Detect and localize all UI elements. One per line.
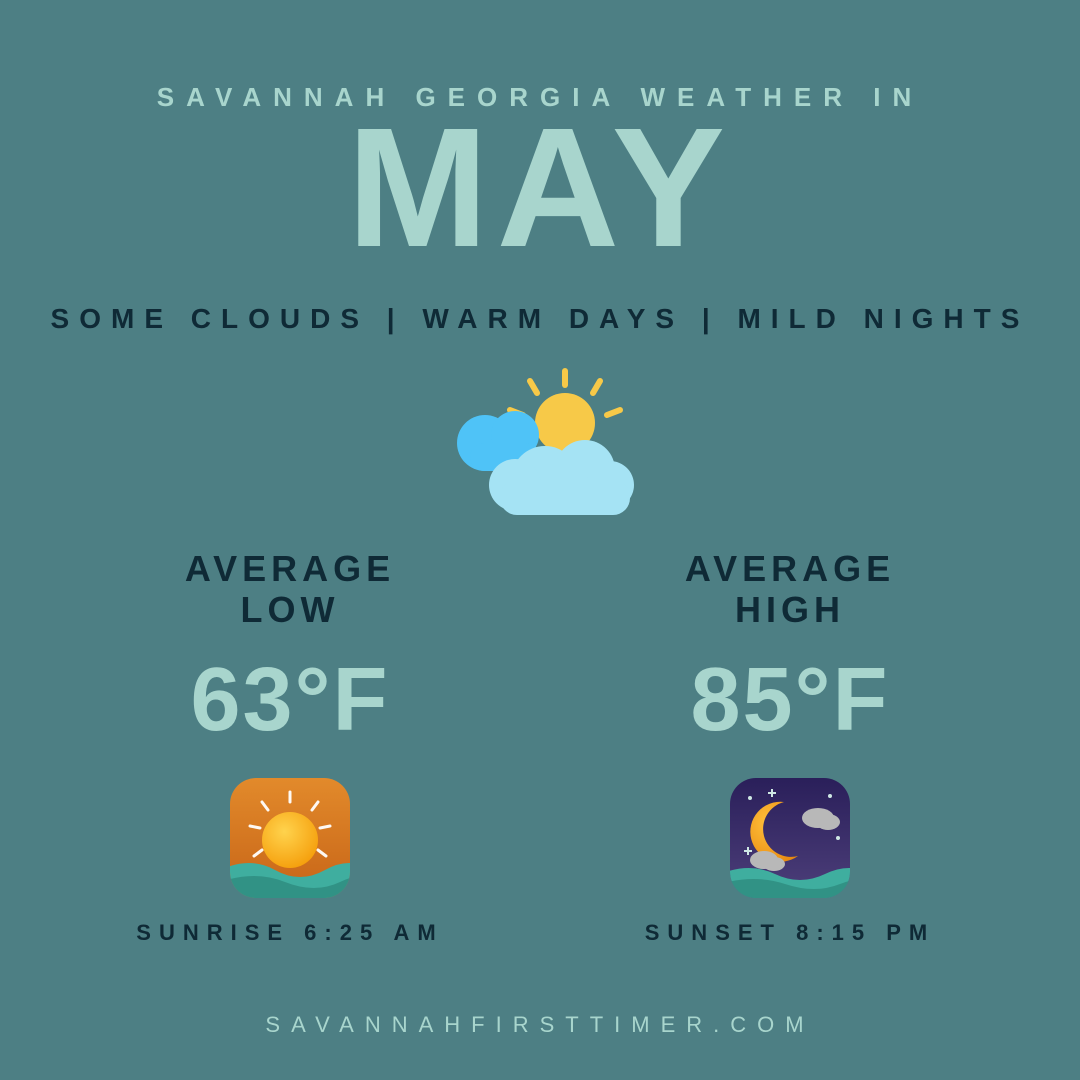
stats-row: AVERAGE LOW 63°F: [0, 548, 1080, 946]
sunset-label: SUNSET 8:15 PM: [645, 920, 936, 946]
footer-url: SAVANNAHFIRSTTIMER.COM: [265, 1012, 814, 1038]
low-label-line2: LOW: [241, 589, 340, 630]
low-value: 63°F: [190, 649, 389, 752]
sunset-icon: [730, 778, 850, 898]
month-title: MAY: [347, 103, 733, 273]
low-stat: AVERAGE LOW 63°F: [110, 548, 470, 946]
low-label: AVERAGE LOW: [185, 548, 395, 631]
high-label-line2: HIGH: [735, 589, 845, 630]
low-label-line1: AVERAGE: [185, 548, 395, 589]
high-stat: AVERAGE HIGH 85°F: [610, 548, 970, 946]
high-label: AVERAGE HIGH: [685, 548, 895, 631]
sunrise-label: SUNRISE 6:25 AM: [136, 920, 443, 946]
high-label-line1: AVERAGE: [685, 548, 895, 589]
sunrise-icon: [230, 778, 350, 898]
high-value: 85°F: [690, 649, 889, 752]
partly-cloudy-icon: [430, 365, 650, 530]
conditions-text: SOME CLOUDS | WARM DAYS | MILD NIGHTS: [51, 303, 1030, 335]
